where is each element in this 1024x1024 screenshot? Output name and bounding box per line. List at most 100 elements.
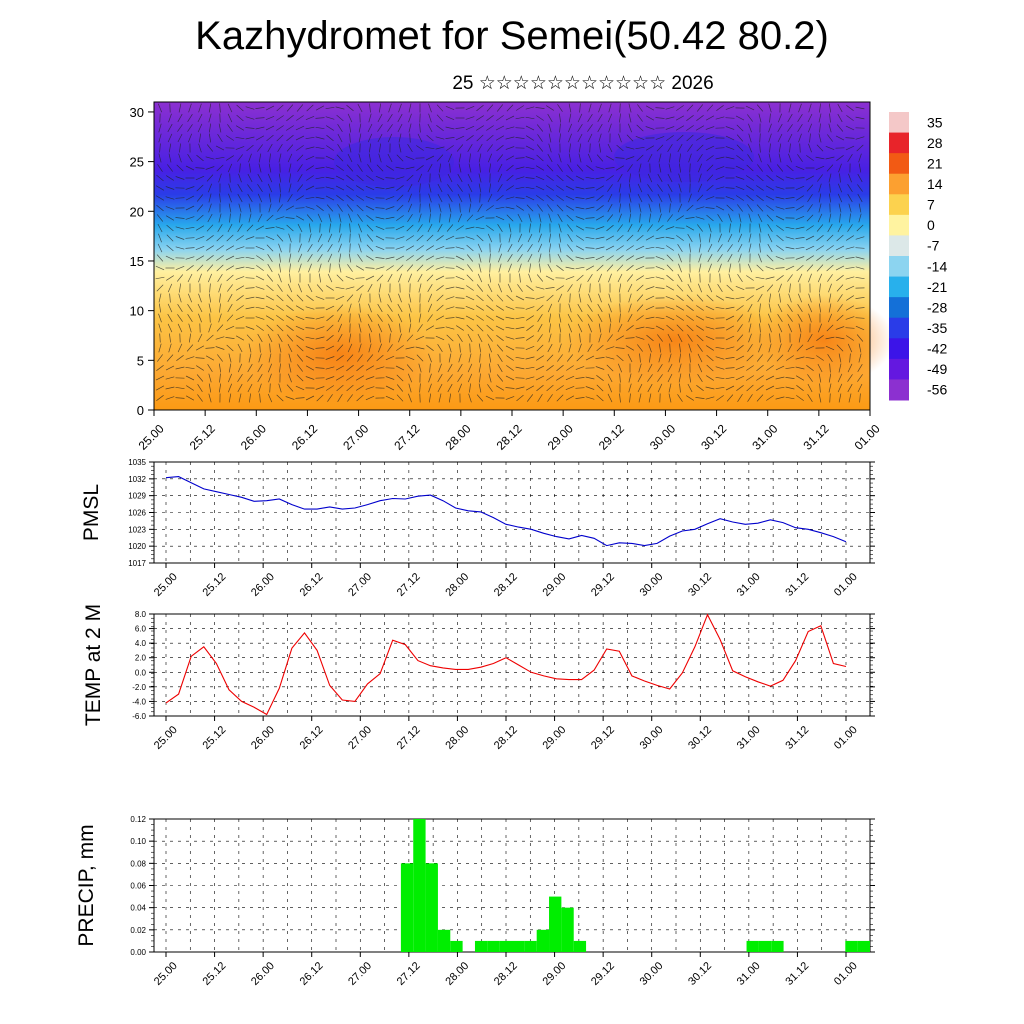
wind-arrow <box>198 313 202 323</box>
y-tick-label: 10 <box>130 304 144 319</box>
wind-arrow <box>658 163 662 173</box>
wind-arrow <box>175 197 185 199</box>
wind-arrow <box>237 363 243 373</box>
wind-arrow <box>586 165 594 171</box>
wind-arrow <box>255 117 265 119</box>
wind-arrow <box>325 186 335 190</box>
wind-arrow <box>248 353 252 363</box>
wind-arrow <box>567 224 573 232</box>
wind-arrow <box>226 135 234 141</box>
wind-arrow <box>525 145 535 151</box>
wind-arrow <box>587 153 593 163</box>
wind-arrow <box>705 335 715 341</box>
wind-arrow <box>405 355 415 361</box>
wind-arrow <box>377 314 383 322</box>
wind-arrow <box>528 213 532 223</box>
wind-arrow <box>805 345 815 351</box>
wind-arrow <box>696 334 704 342</box>
wind-arrow <box>559 123 561 133</box>
wind-arrow <box>246 144 254 152</box>
wind-arrow <box>469 343 471 353</box>
wind-arrow <box>325 166 335 170</box>
wind-arrow <box>176 355 184 361</box>
wind-arrow <box>536 154 544 162</box>
wind-arrow <box>607 184 613 192</box>
wind-arrow <box>336 195 344 201</box>
wind-arrow <box>337 394 343 402</box>
wind-arrow <box>827 313 833 323</box>
wind-arrow <box>217 224 223 232</box>
wind-arrow <box>829 113 831 123</box>
wind-arrow <box>737 204 743 212</box>
wind-arrow <box>467 144 473 152</box>
wind-arrow <box>255 306 265 310</box>
wind-arrow <box>357 354 363 362</box>
wind-arrow <box>515 326 525 330</box>
wind-arrow <box>655 266 665 270</box>
wind-arrow <box>437 193 443 203</box>
wind-arrow <box>307 254 313 262</box>
wind-arrow <box>845 246 855 250</box>
wind-arrow <box>366 175 374 181</box>
wind-arrow <box>728 263 732 273</box>
warm-core <box>754 295 894 385</box>
wind-arrow <box>575 216 585 220</box>
wind-arrow <box>269 153 271 163</box>
wind-arrow <box>457 383 463 393</box>
wind-arrow <box>729 223 731 233</box>
wind-arrow <box>647 383 653 393</box>
wind-arrow <box>265 305 275 311</box>
wind-arrow <box>748 123 752 133</box>
wind-arrow <box>715 386 725 390</box>
wind-arrow <box>325 366 335 370</box>
wind-arrow <box>577 323 583 333</box>
wind-arrow <box>679 383 681 393</box>
wind-arrow <box>468 193 472 203</box>
wind-arrow <box>158 153 162 163</box>
wind-arrow <box>185 186 195 190</box>
wind-arrow <box>655 236 665 240</box>
wind-arrow <box>385 395 395 401</box>
wind-arrow <box>267 333 273 343</box>
wind-arrow <box>385 355 395 361</box>
wind-arrow <box>627 223 633 233</box>
wind-arrow <box>258 353 262 363</box>
wind-arrow <box>216 245 224 251</box>
wind-arrow <box>428 383 432 393</box>
wind-arrow <box>829 363 831 373</box>
wind-arrow <box>515 386 525 390</box>
wind-arrow <box>728 213 732 223</box>
wind-arrow <box>465 315 475 321</box>
wind-arrow <box>346 375 354 381</box>
wind-arrow <box>827 354 833 362</box>
wind-arrow <box>207 273 213 283</box>
x-tick-label: 27.00 <box>340 421 371 452</box>
wind-arrow <box>367 313 373 323</box>
wind-arrow <box>608 313 612 323</box>
wind-arrow <box>655 117 665 119</box>
wind-arrow <box>277 204 283 212</box>
wind-arrow <box>515 377 525 379</box>
wind-arrow <box>725 135 735 141</box>
wind-arrow <box>566 175 574 181</box>
wind-arrow <box>476 305 484 311</box>
wind-arrow <box>706 164 714 172</box>
wind-arrow <box>276 134 284 142</box>
wind-arrow <box>575 377 585 379</box>
wind-arrow <box>305 185 315 191</box>
wind-arrow <box>799 143 801 153</box>
wind-arrow <box>759 323 761 333</box>
wind-arrow <box>845 276 855 280</box>
wind-arrow <box>377 303 383 313</box>
wind-arrow <box>788 103 792 113</box>
wind-arrow <box>746 375 754 381</box>
wind-arrow <box>357 254 363 262</box>
wind-arrow <box>779 293 781 303</box>
wind-arrow <box>505 146 515 150</box>
wind-arrow <box>756 204 764 212</box>
wind-arrow <box>427 314 433 322</box>
wind-arrow <box>415 335 425 341</box>
wind-arrow <box>487 343 493 353</box>
wind-arrow <box>465 305 475 311</box>
wind-arrow <box>326 125 334 131</box>
